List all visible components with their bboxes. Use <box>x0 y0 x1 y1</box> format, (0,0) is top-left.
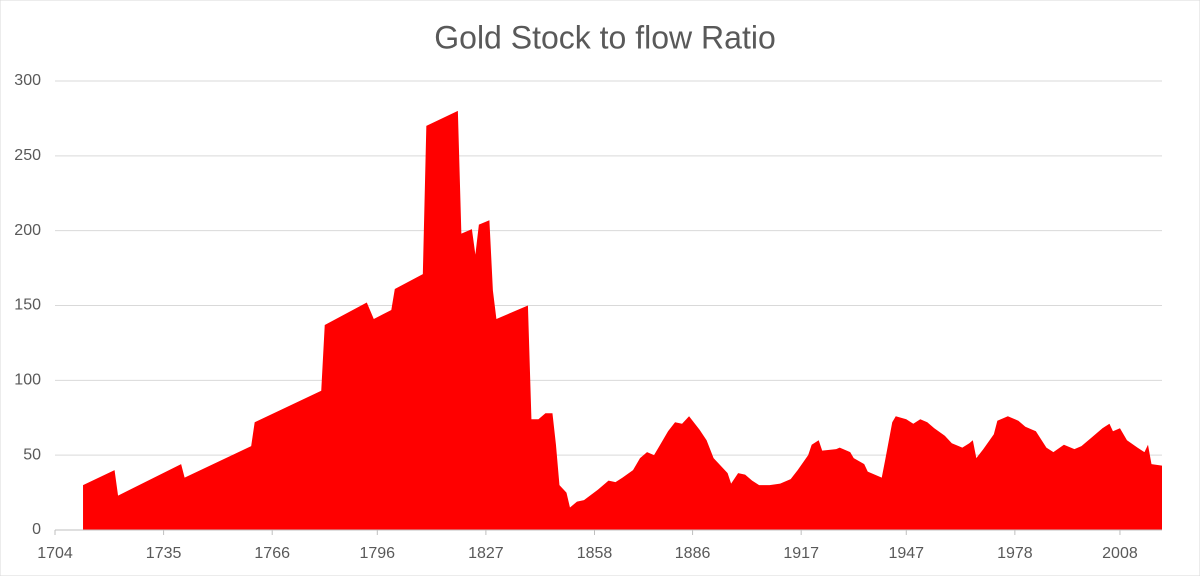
x-tick-label: 1886 <box>675 545 711 562</box>
x-tick-label: 1766 <box>254 545 290 562</box>
y-tick-label: 200 <box>14 222 41 239</box>
x-tick-label: 1827 <box>468 545 504 562</box>
x-tick-label: 1858 <box>577 545 613 562</box>
x-tick-label: 1978 <box>997 545 1033 562</box>
y-tick-label: 50 <box>23 446 41 463</box>
y-tick-label: 150 <box>14 297 41 314</box>
y-tick-label: 100 <box>14 372 41 389</box>
area <box>83 110 1163 530</box>
x-tick-label: 1704 <box>37 545 73 562</box>
y-tick-label: 0 <box>32 521 41 538</box>
y-tick-label: 250 <box>14 147 41 164</box>
y-tick-label: 300 <box>14 72 41 89</box>
x-tick-label: 1917 <box>783 545 819 562</box>
x-tick-label: 1947 <box>888 545 924 562</box>
chart-title: Gold Stock to flow Ratio <box>434 19 775 55</box>
x-tick-label: 1796 <box>359 545 395 562</box>
x-tick-label: 1735 <box>146 545 182 562</box>
x-tick-label: 2008 <box>1102 545 1138 562</box>
